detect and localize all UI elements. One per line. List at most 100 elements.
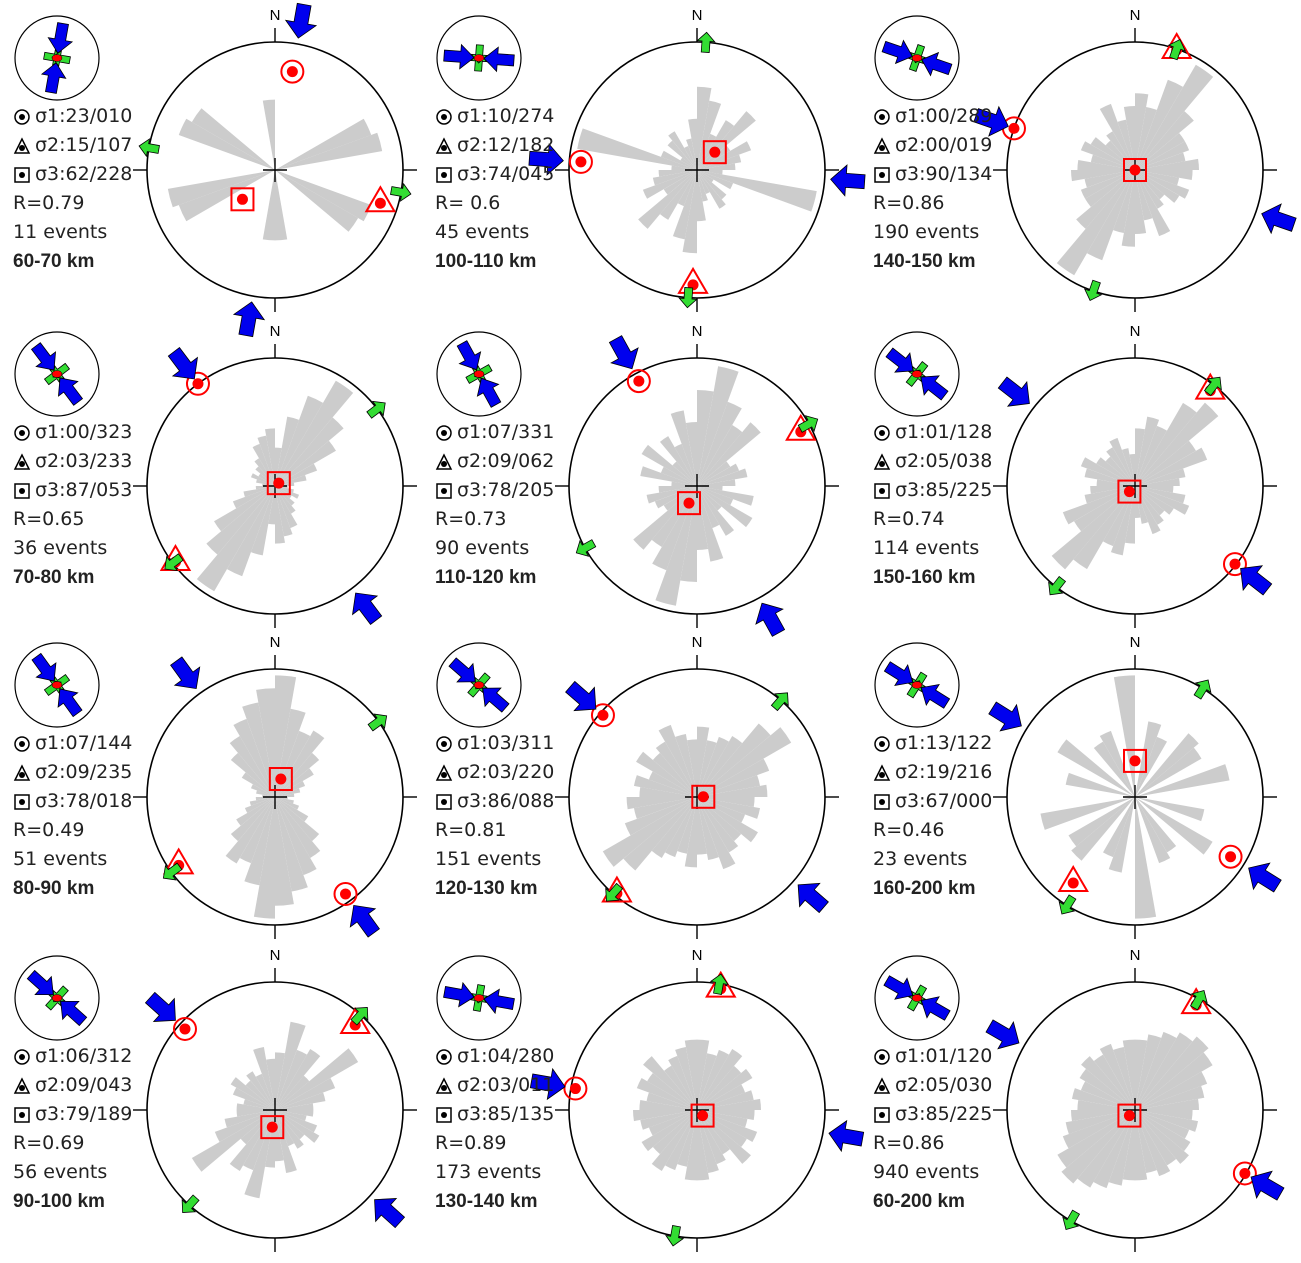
rose-bar [1135, 1071, 1208, 1110]
rose-bar [672, 170, 697, 240]
sigma-value: 03/311 [487, 732, 555, 754]
rose-bar [1135, 1036, 1209, 1110]
rose-bar [697, 401, 742, 486]
rose-bar [602, 797, 697, 867]
sigma2-triangle-symbol-icon [435, 763, 453, 781]
extension-arrow-icon [1083, 279, 1103, 302]
panel-legend: σ1: 00/289 σ2: 00/019 σ3: 90/134 R=0.86 190 … [873, 102, 992, 276]
rose-bar [697, 170, 706, 222]
rose-bar [1090, 486, 1135, 494]
stress-panel-150-160: N [874, 323, 1277, 628]
sigma-prefix: σ2: [457, 450, 488, 472]
rose-bar [1099, 730, 1135, 797]
rose-bar [1135, 428, 1146, 486]
sigma-value: 00/019 [925, 134, 993, 156]
rose-bar [697, 461, 731, 486]
north-label: N [692, 7, 703, 24]
rose-bar [1084, 170, 1135, 188]
sigma3-marker [1123, 748, 1147, 773]
rose-bar [651, 797, 697, 858]
north-label: N [692, 634, 703, 651]
rose-bar [1135, 1034, 1162, 1110]
event-count: 23 events [873, 848, 968, 870]
sigma-prefix: σ2: [895, 450, 926, 472]
sigma-prefix: σ3: [457, 163, 488, 185]
rose-bar [642, 170, 697, 199]
ratio-label: R=0.69 [13, 1132, 85, 1154]
rose-bar [1135, 797, 1205, 822]
rose-bar [1040, 797, 1135, 830]
sigma-prefix: σ1: [457, 421, 488, 443]
rose-bar [244, 797, 275, 886]
sigma1-dot [179, 1023, 191, 1035]
rose-bar [253, 1046, 275, 1110]
rose-bar [1135, 1052, 1213, 1110]
compression-arrow-icon [921, 51, 953, 77]
sigma-value: 74/045 [487, 163, 555, 185]
rose-bar [1122, 1039, 1135, 1110]
sigma1-dot [340, 888, 352, 900]
sigma-value: 04/280 [487, 1045, 555, 1067]
depth-label: 80-90 km [13, 878, 95, 899]
sigma-value: 07/331 [487, 421, 555, 443]
rose-bar [1135, 170, 1164, 209]
rose-bar [243, 1099, 275, 1110]
depth-label: 70-80 km [13, 567, 95, 588]
sigma1-marker [1232, 1161, 1257, 1186]
summary-center-marker [473, 54, 485, 62]
sigma2-triangle-symbol-icon [435, 1076, 453, 1094]
sigma2-triangle-symbol-icon [873, 1076, 891, 1094]
rose-bar [275, 1110, 297, 1174]
rose-bar [697, 797, 736, 870]
panel-legend: σ1: 13/122 σ2: 19/216 σ3: 67/000 R=0.46 23 e… [873, 729, 992, 903]
extension-arrow-icon [605, 882, 624, 902]
sigma3-marker [1123, 158, 1147, 182]
summary-center-marker [911, 994, 923, 1002]
rose-bar [697, 133, 717, 170]
rose-bar [697, 1110, 726, 1165]
rose-bar [1124, 486, 1135, 544]
rose-bar [275, 417, 344, 486]
rose-bar [640, 1110, 697, 1130]
sigma2-triangle-symbol-icon [13, 1076, 31, 1094]
extension-arrow-icon [1189, 989, 1208, 1011]
sigma-row: σ2: 12/182 [435, 131, 554, 160]
rose-bar [178, 170, 275, 222]
compression-arrow-icon [797, 882, 829, 914]
rose-bar [262, 170, 275, 241]
rose-bar [275, 447, 282, 486]
sigma-row: σ3: 62/228 [13, 160, 132, 189]
sigma-value: 85/135 [487, 1103, 555, 1125]
rose-bar [1093, 1054, 1135, 1110]
rose-bar [677, 797, 697, 854]
rose-bar [697, 1110, 748, 1128]
rose-bar [633, 1110, 697, 1122]
compression-arrow-icon [920, 683, 951, 709]
sigma2-dot [374, 197, 386, 209]
rose-bar [686, 138, 697, 170]
rose-bar [684, 145, 697, 170]
sigma-row: σ1: 00/323 [13, 418, 132, 447]
rose-bar [275, 1110, 318, 1133]
compression-arrow-icon [57, 688, 83, 718]
stress-panel-60-200: N [874, 947, 1285, 1252]
rose-bar [663, 170, 697, 195]
rose-bar [658, 724, 697, 797]
rose-bar [697, 422, 761, 486]
sigma-row: σ2: 03/011 [435, 1071, 554, 1100]
sigma3-marker [691, 784, 716, 809]
sigma3-dot [683, 497, 695, 509]
sigma-value: 09/062 [487, 450, 555, 472]
rose-bar [1093, 741, 1135, 797]
sigma3-dot [266, 1121, 278, 1133]
event-count: 114 events [873, 537, 980, 559]
sigma3-marker [230, 187, 255, 212]
rose-bar [1121, 448, 1135, 486]
ratio-label: R=0.86 [873, 1132, 945, 1154]
rose-bar [275, 1110, 307, 1121]
sigma2-marker [1180, 987, 1212, 1015]
rose-bar [655, 486, 697, 606]
rose-bar [206, 486, 275, 555]
rose-bar [1081, 1056, 1135, 1110]
rose-bar [266, 1058, 275, 1110]
